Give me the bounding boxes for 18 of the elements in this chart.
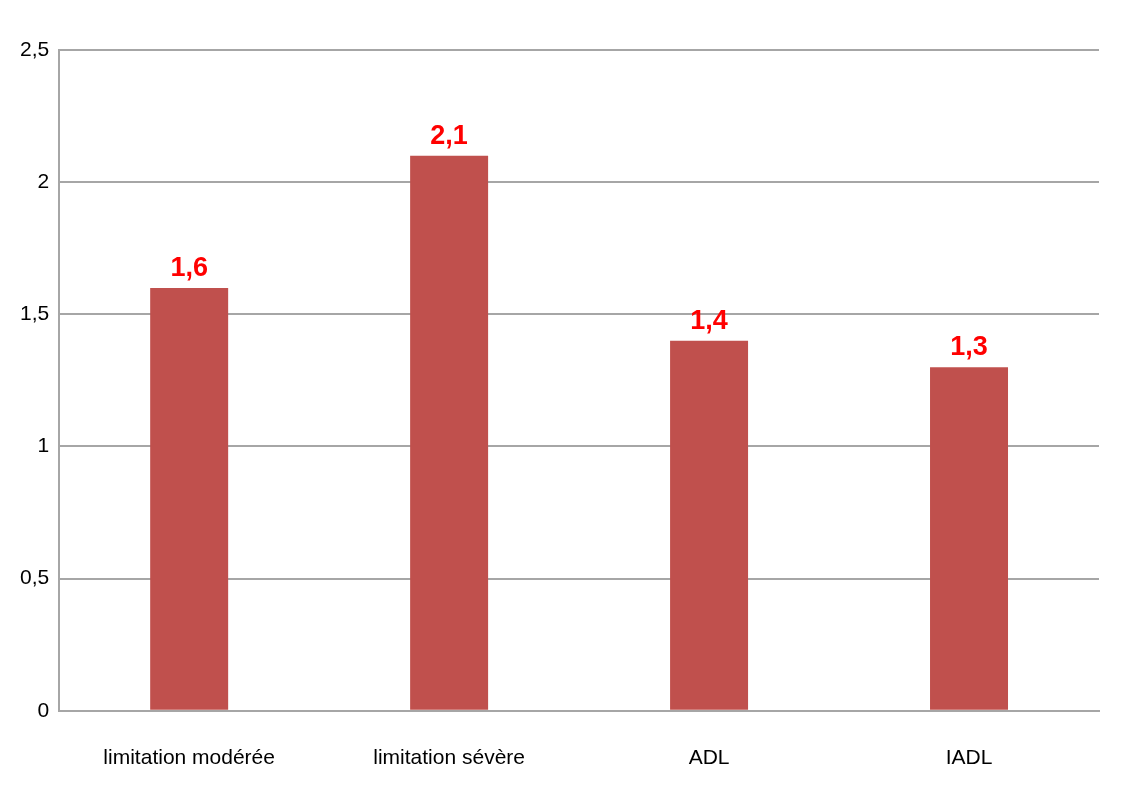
bar [930,367,1009,710]
x-tick-label: IADL [945,745,993,769]
x-tick-label: ADL [688,745,730,769]
x-tick-label: limitation modérée [103,745,275,769]
y-tick-label: 0 [37,697,50,721]
y-tick-label: 2 [37,168,50,192]
bar [670,340,749,710]
data-label: 2,1 [430,119,468,150]
bar [410,155,489,710]
data-label: 1,4 [690,304,728,335]
y-tick-label: 1 [37,433,50,457]
y-tick-label: 1,5 [19,301,50,325]
data-label: 1,3 [950,331,988,362]
bar [150,287,229,710]
y-tick-label: 2,5 [19,36,50,60]
y-tick-label: 0,5 [19,565,50,589]
x-tick-label: limitation sévère [373,745,525,769]
data-label: 1,6 [170,251,208,282]
